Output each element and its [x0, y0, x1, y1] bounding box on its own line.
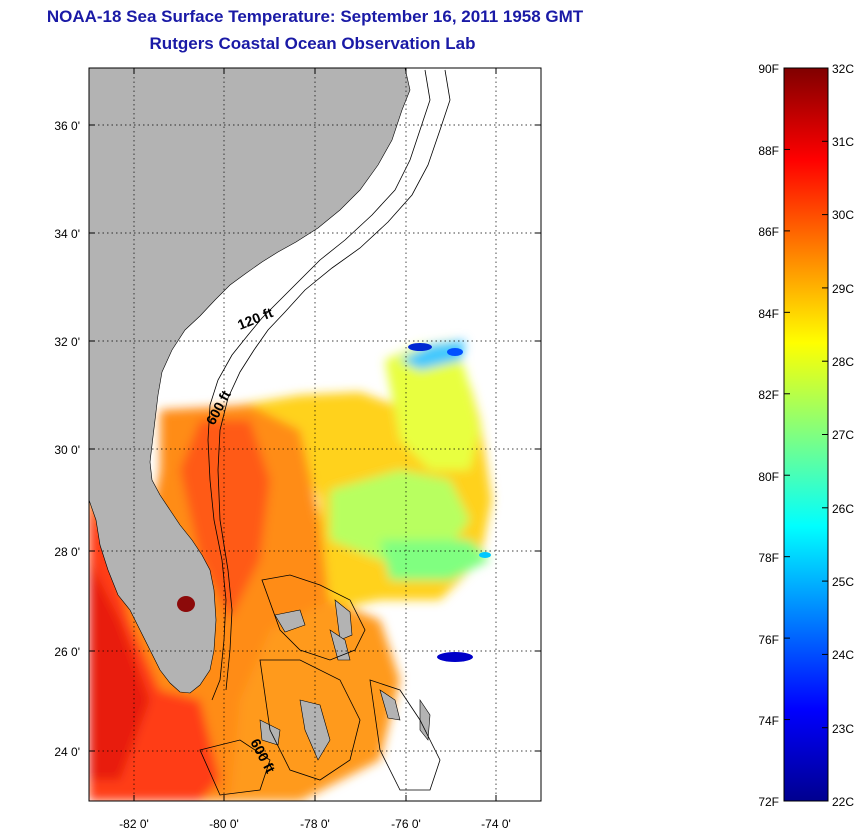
lon-label: -78 0' — [300, 817, 330, 831]
colorbar-f-label: 80F — [758, 470, 779, 484]
colorbar-f-label: 90F — [758, 62, 779, 76]
axis-ticks — [89, 68, 541, 801]
lat-label: 30 0' — [54, 443, 80, 457]
colorbar-c-label: 26C — [832, 502, 854, 516]
land-mainland — [89, 68, 411, 694]
map-subtitle: Rutgers Coastal Ocean Observation Lab — [149, 34, 476, 53]
colorbar-c-label: 27C — [832, 428, 854, 442]
colorbar-c-label: 28C — [832, 355, 854, 369]
colorbar-c-label: 30C — [832, 208, 854, 222]
colorbar-f-label: 74F — [758, 714, 779, 728]
colorbar-c-label: 31C — [832, 135, 854, 149]
land-bahamas — [259, 599, 431, 761]
lat-label: 24 0' — [54, 745, 80, 759]
lon-label: -76 0' — [391, 817, 421, 831]
lat-label: 32 0' — [54, 335, 80, 349]
lat-label: 26 0' — [54, 645, 80, 659]
colorbar-c-label: 22C — [832, 795, 854, 809]
colorbar-f-label: 86F — [758, 225, 779, 239]
graticule — [89, 68, 541, 801]
colorbar-c-label: 25C — [832, 575, 854, 589]
lat-label: 36 0' — [54, 119, 80, 133]
colorbar-f-label: 82F — [758, 388, 779, 402]
colorbar-f-label: 76F — [758, 633, 779, 647]
lon-label: -80 0' — [209, 817, 239, 831]
lat-label: 28 0' — [54, 545, 80, 559]
colorbar-f-label: 78F — [758, 551, 779, 565]
colorbar-f-label: 84F — [758, 307, 779, 321]
lake-okeechobee — [177, 596, 195, 612]
colorbar-c-label: 23C — [832, 722, 854, 736]
map-title: NOAA-18 Sea Surface Temperature: Septemb… — [46, 7, 584, 26]
map-panel — [89, 68, 541, 801]
colorbar-f-label: 88F — [758, 144, 779, 158]
lat-label: 34 0' — [54, 227, 80, 241]
colorbar — [783, 67, 829, 802]
cold-patches — [408, 343, 491, 662]
colorbar-c-label: 24C — [832, 648, 854, 662]
colorbar-c-label: 29C — [832, 282, 854, 296]
colorbar-ticks — [784, 67, 828, 802]
depth-contours — [199, 69, 451, 796]
lon-label: -74 0' — [481, 817, 511, 831]
colorbar-f-label: 72F — [758, 795, 779, 809]
lon-label: -82 0' — [119, 817, 149, 831]
colorbar-c-label: 32C — [832, 62, 854, 76]
